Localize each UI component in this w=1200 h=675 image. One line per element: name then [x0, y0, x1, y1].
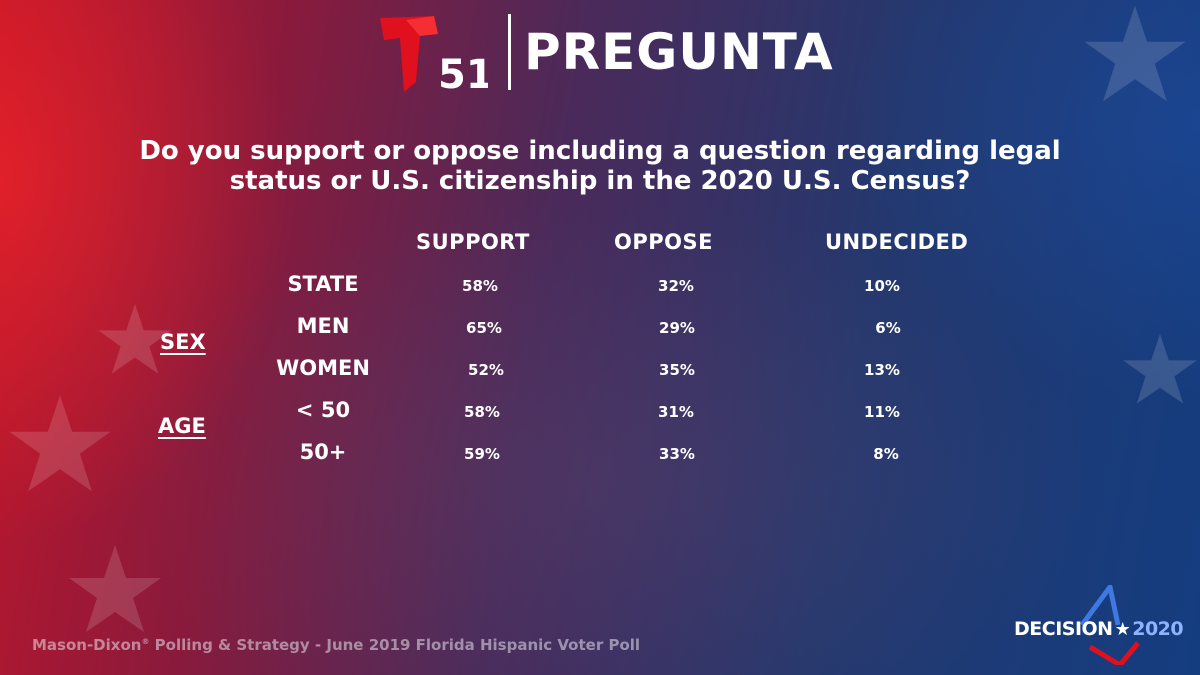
source-suffix: Polling & Strategy - June 2019 Florida H…	[149, 636, 641, 654]
cell-men-undecided: 6%	[875, 319, 901, 337]
cell-women-oppose: 35%	[659, 361, 695, 379]
row-label-men: MEN	[296, 314, 350, 338]
source-footer: Mason-Dixon® Polling & Strategy - June 2…	[32, 636, 640, 654]
column-header-support: SUPPORT	[416, 230, 530, 254]
group-label-sex: SEX	[160, 330, 206, 354]
source-prefix: Mason-Dixon	[32, 636, 142, 654]
background-star-icon	[1123, 334, 1197, 404]
row-label-women: WOMEN	[276, 356, 370, 380]
registered-mark: ®	[141, 637, 150, 646]
background-star-icon	[9, 395, 111, 492]
decision-year: 2020	[1132, 618, 1184, 640]
cell-men-oppose: 29%	[659, 319, 695, 337]
group-label-age: AGE	[158, 414, 206, 438]
column-header-undecided: UNDECIDED	[825, 230, 969, 254]
cell-50-plus-undecided: 8%	[873, 445, 899, 463]
cell-50-plus-support: 59%	[464, 445, 500, 463]
cell-women-support: 52%	[468, 361, 504, 379]
decision-word: DECISION	[1014, 618, 1113, 640]
background-star-icon	[1084, 5, 1186, 102]
cell-under-50-undecided: 11%	[864, 403, 900, 421]
column-header-oppose: OPPOSE	[614, 230, 713, 254]
cell-state-oppose: 32%	[658, 277, 694, 295]
cell-state-support: 58%	[462, 277, 498, 295]
background-star-icon	[98, 304, 172, 374]
star-icon: ★	[1114, 619, 1131, 640]
logo-divider	[508, 14, 511, 90]
decision-2020-badge: DECISION ★ 2020	[1014, 618, 1184, 640]
row-label-state: STATE	[287, 272, 359, 296]
brand-title: PREGUNTA	[524, 23, 834, 81]
cell-50-plus-oppose: 33%	[659, 445, 695, 463]
cell-state-undecided: 10%	[864, 277, 900, 295]
cell-under-50-oppose: 31%	[658, 403, 694, 421]
channel-number: 51	[438, 52, 488, 94]
cell-men-support: 65%	[466, 319, 502, 337]
cell-women-undecided: 13%	[864, 361, 900, 379]
background-star-icon	[69, 545, 161, 632]
row-label-under-50: < 50	[295, 398, 351, 422]
cell-under-50-support: 58%	[464, 403, 500, 421]
telemundo-logo-icon: 51	[380, 16, 488, 94]
decision-star-outline-icon	[1079, 585, 1140, 665]
question-line-1: Do you support or oppose including a que…	[139, 136, 1061, 166]
question-line-2: status or U.S. citizenship in the 2020 U…	[229, 166, 971, 196]
row-label-50-plus: 50+	[299, 440, 347, 464]
poll-question: Do you support or oppose including a que…	[60, 136, 1140, 196]
